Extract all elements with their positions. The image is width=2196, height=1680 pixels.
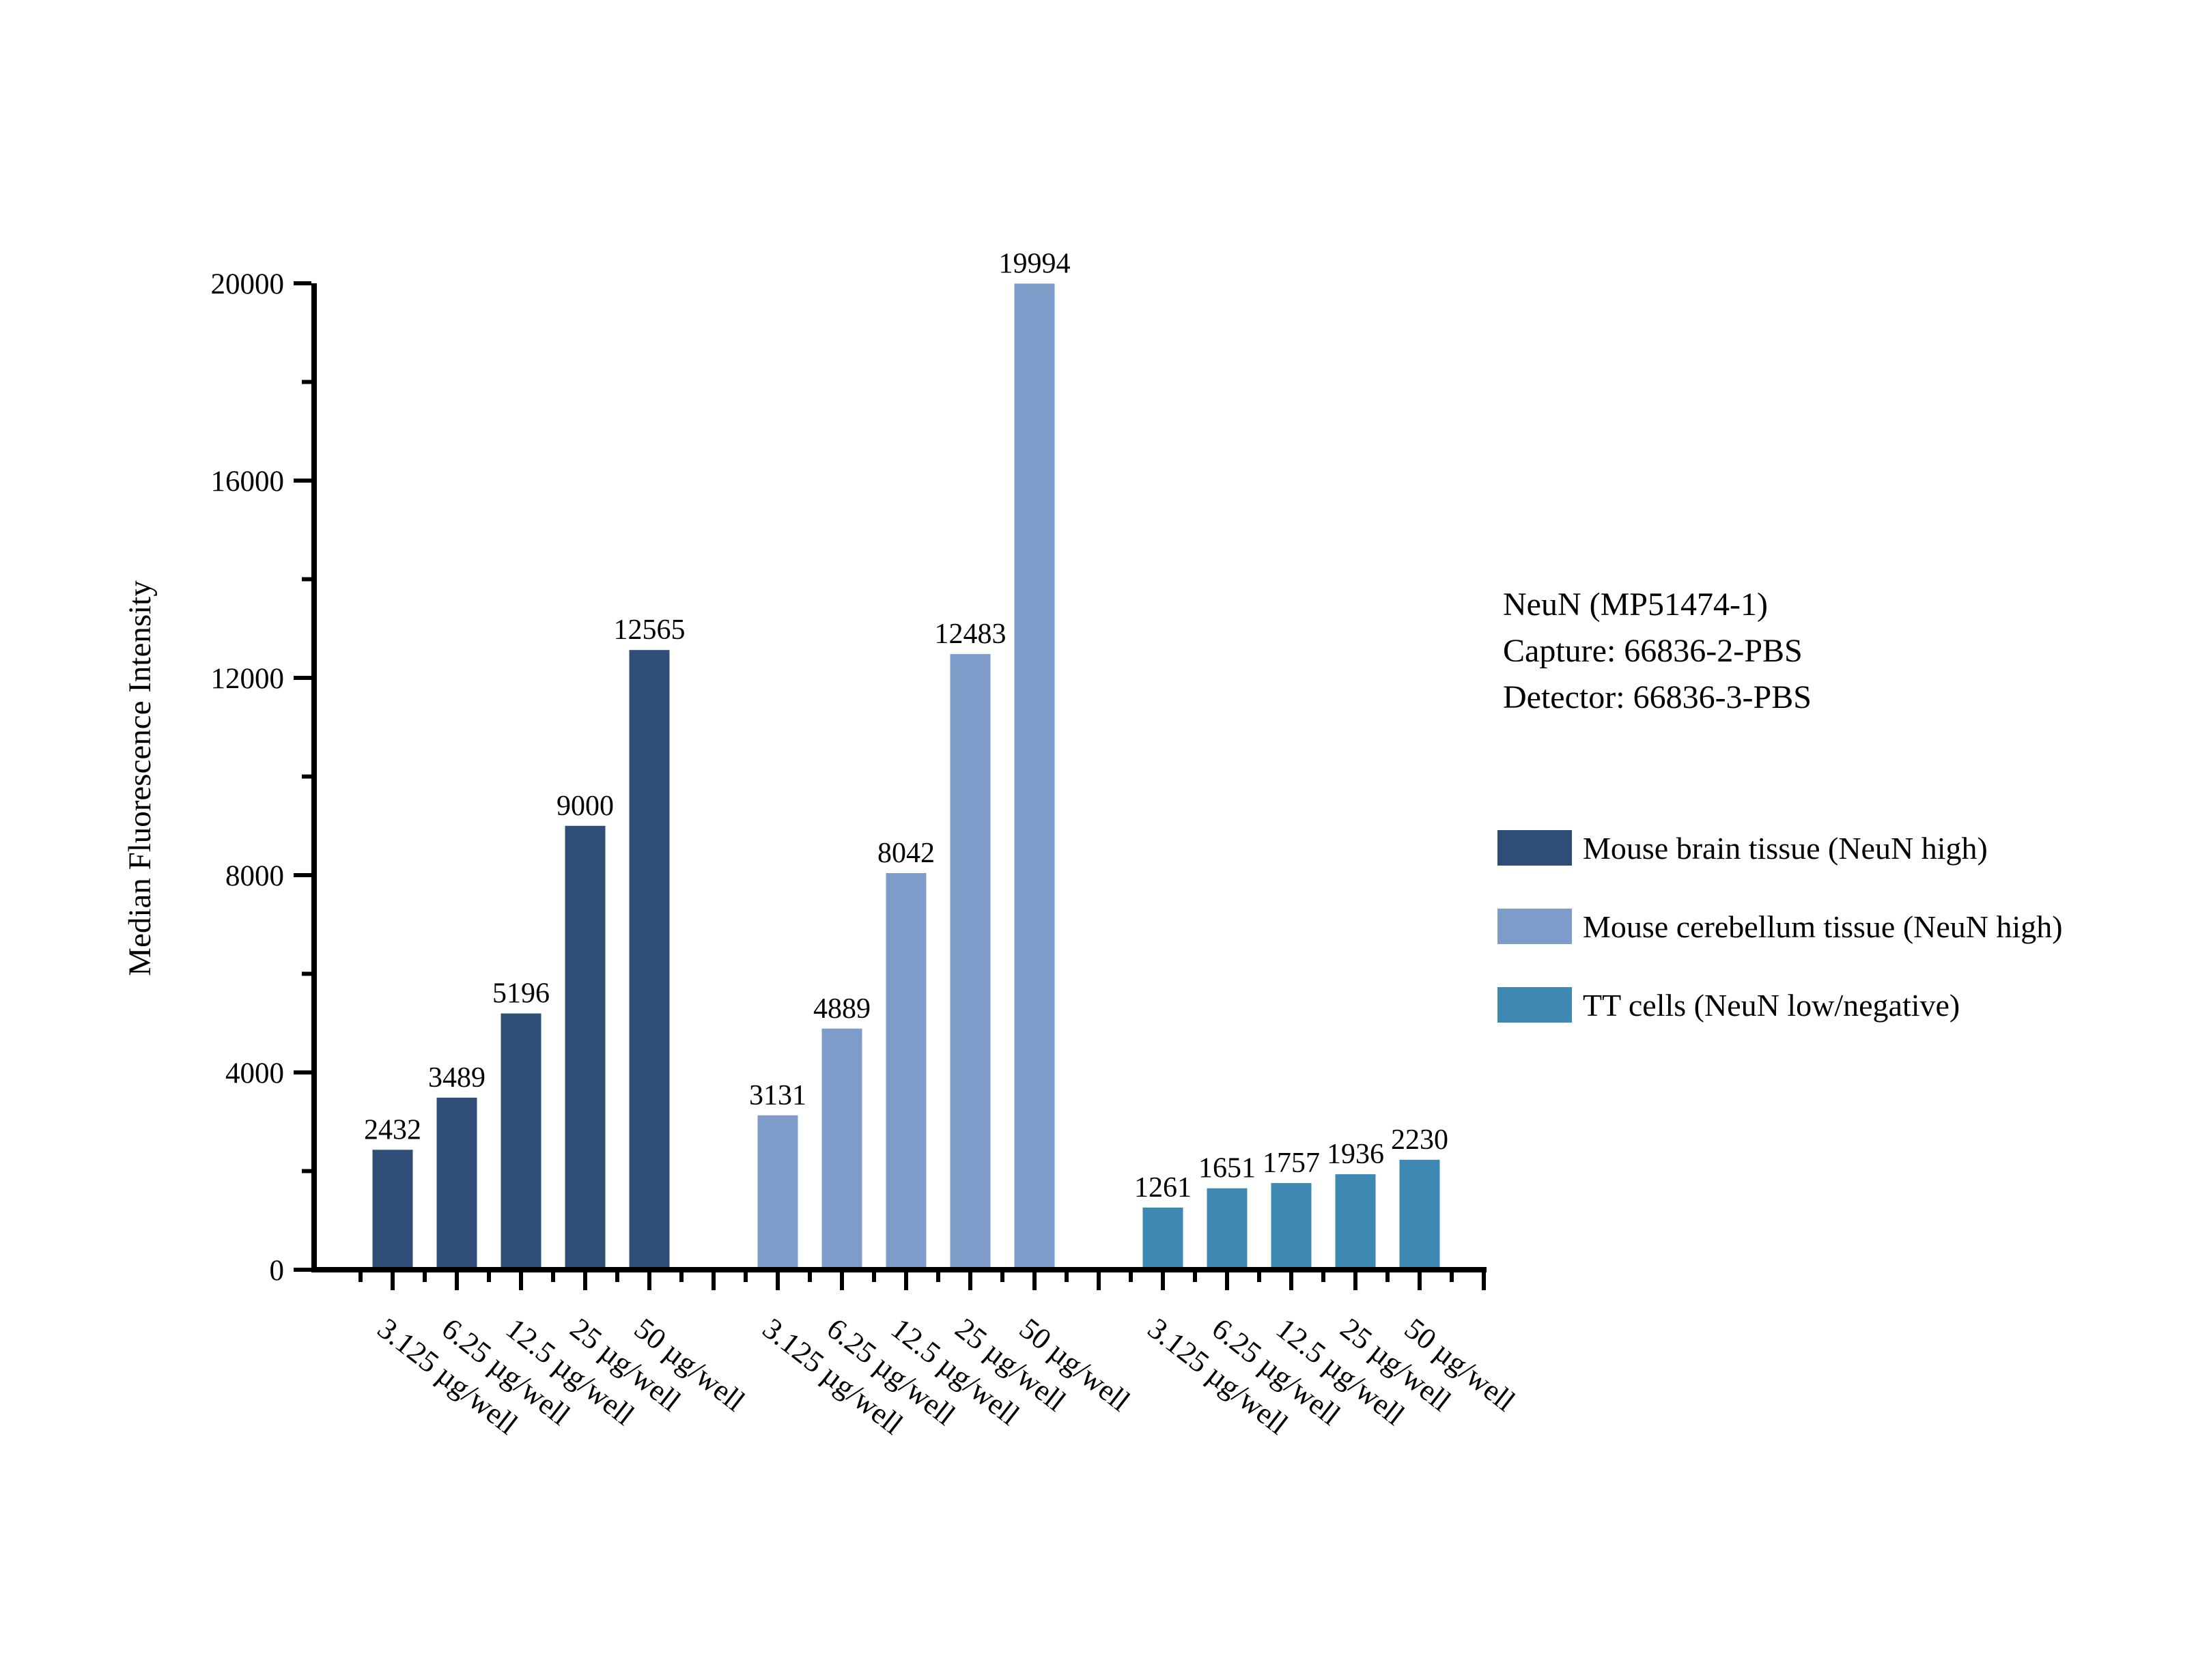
y-tick-label: 20000 bbox=[211, 268, 285, 300]
bar-value-label: 1261 bbox=[1134, 1172, 1192, 1204]
bar-value-label: 3131 bbox=[749, 1080, 806, 1111]
bar-value-label: 2230 bbox=[1391, 1124, 1448, 1156]
bar-value-label: 3489 bbox=[428, 1062, 485, 1094]
y-tick-label: 0 bbox=[270, 1255, 285, 1287]
bar bbox=[886, 872, 927, 1270]
bar-value-label: 5196 bbox=[492, 978, 550, 1010]
bar bbox=[757, 1115, 798, 1270]
bar-value-label: 4889 bbox=[813, 993, 871, 1025]
bar bbox=[565, 825, 606, 1270]
annotation-block: NeuN (MP51474-1) Capture: 66836-2-PBS De… bbox=[1503, 582, 1812, 721]
bar-value-label: 12565 bbox=[614, 614, 686, 646]
y-tick-label: 16000 bbox=[211, 466, 285, 498]
bar bbox=[436, 1097, 477, 1270]
bar bbox=[629, 650, 670, 1270]
y-tick-label: 8000 bbox=[225, 860, 284, 892]
legend-swatch-tt-cells bbox=[1497, 987, 1572, 1023]
bar bbox=[501, 1013, 541, 1270]
legend-label: Mouse cerebellum tissue (NeuN high) bbox=[1583, 909, 2063, 944]
legend-swatch-mouse-brain bbox=[1497, 830, 1572, 866]
legend-item: TT cells (NeuN low/negative) bbox=[1497, 987, 2063, 1023]
bar-value-label: 8042 bbox=[877, 838, 935, 869]
legend-label: Mouse brain tissue (NeuN high) bbox=[1583, 830, 1988, 866]
legend-item: Mouse cerebellum tissue (NeuN high) bbox=[1497, 909, 2063, 944]
y-tick-label: 12000 bbox=[211, 663, 285, 695]
annotation-line: NeuN (MP51474-1) bbox=[1503, 586, 1768, 623]
bar bbox=[372, 1150, 413, 1270]
annotation-line: Capture: 66836-2-PBS bbox=[1503, 633, 1803, 669]
x-ticks bbox=[358, 1272, 1486, 1290]
bar bbox=[1335, 1174, 1376, 1270]
y-tick-label: 4000 bbox=[225, 1057, 284, 1090]
bar-value-label: 12483 bbox=[935, 618, 1006, 650]
annotation-line: Detector: 66836-3-PBS bbox=[1503, 679, 1812, 715]
bar-value-label: 2432 bbox=[364, 1114, 421, 1145]
bar bbox=[1399, 1159, 1440, 1270]
legend-swatch-mouse-cerebellum bbox=[1497, 909, 1572, 944]
y-axis-title: Median Fluorescence Intensity bbox=[122, 580, 158, 976]
legend-item: Mouse brain tissue (NeuN high) bbox=[1497, 830, 2063, 866]
bar-value-label: 19994 bbox=[999, 248, 1071, 279]
axes bbox=[311, 283, 1487, 1272]
legend-label: TT cells (NeuN low/negative) bbox=[1583, 987, 1960, 1023]
bar bbox=[1207, 1188, 1248, 1270]
bar bbox=[1142, 1207, 1183, 1270]
bar bbox=[1014, 283, 1055, 1270]
bar bbox=[821, 1028, 862, 1270]
bar bbox=[1271, 1183, 1312, 1270]
bar-value-label: 9000 bbox=[557, 791, 614, 822]
bar-value-label: 1936 bbox=[1327, 1139, 1384, 1170]
bar-value-label: 1757 bbox=[1263, 1148, 1320, 1179]
bar-value-label: 1651 bbox=[1198, 1153, 1256, 1184]
legend: Mouse brain tissue (NeuN high) Mouse cer… bbox=[1497, 830, 2063, 1066]
y-ticks: 0 4000 8000 12000 16000 20000 bbox=[211, 268, 311, 1287]
bar bbox=[950, 654, 991, 1270]
